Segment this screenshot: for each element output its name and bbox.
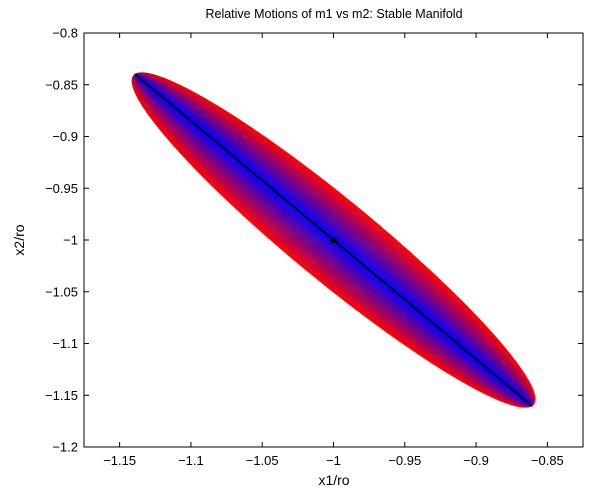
y-tick-label: −1 xyxy=(63,233,78,248)
equilibrium-marker xyxy=(330,236,337,244)
y-tick-label: −0.8 xyxy=(52,26,78,41)
y-tick-label: −0.9 xyxy=(52,129,78,144)
y-tick-label: −0.85 xyxy=(45,77,78,92)
x-tick-label: −1.05 xyxy=(246,453,279,468)
x-tick-label: −1.15 xyxy=(103,453,136,468)
x-axis-label: x1/ro xyxy=(318,472,349,488)
y-axis: −0.8 −0.85 −0.9 −0.95 −1 −1.05 −1.1 −1.15 −1.2 xyxy=(45,26,583,455)
y-tick-label: −1.2 xyxy=(52,440,78,455)
y-tick-label: −1.15 xyxy=(45,388,78,403)
plot-area xyxy=(131,72,536,408)
y-axis-label: x2/ro xyxy=(11,224,27,255)
x-tick-label: −1.1 xyxy=(178,453,204,468)
chart-title: Relative Motions of m1 vs m2: Stable Man… xyxy=(205,7,462,21)
y-tick-label: −0.95 xyxy=(45,181,78,196)
x-tick-label: −0.9 xyxy=(463,453,489,468)
x-tick-label: −0.95 xyxy=(388,453,421,468)
x-tick-label: −1 xyxy=(326,453,341,468)
x-axis: −1.15 −1.1 −1.05 −1 −0.95 −0.9 −0.85 xyxy=(103,33,564,468)
y-tick-label: −1.05 xyxy=(45,284,78,299)
y-tick-label: −1.1 xyxy=(52,336,78,351)
x-tick-label: −0.85 xyxy=(531,453,564,468)
equilibrium-point xyxy=(330,236,337,244)
